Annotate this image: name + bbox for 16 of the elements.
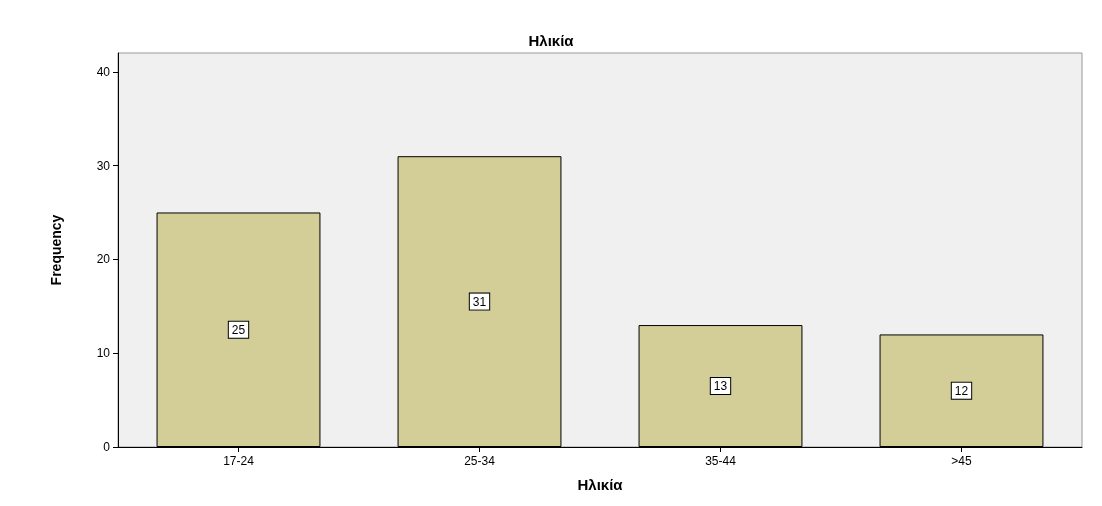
y-tick-label: 30 — [96, 158, 111, 173]
data-label: 12 — [954, 383, 969, 398]
x-tick-label: 25-34 — [464, 454, 496, 468]
x-tick-label: 35-44 — [705, 454, 737, 468]
data-label: 31 — [472, 294, 487, 309]
y-tick-label: 0 — [103, 440, 111, 454]
x-axis-title: Ηλικία — [577, 476, 624, 493]
y-tick-label: 10 — [96, 346, 111, 361]
chart-title: Ηλικία — [528, 32, 575, 49]
y-tick-label: 40 — [96, 64, 111, 79]
data-label: 25 — [231, 322, 246, 337]
y-tick-label: 20 — [96, 252, 111, 267]
y-axis-title: Frequency — [48, 214, 64, 286]
data-label: 13 — [713, 379, 728, 394]
x-tick-label: >45 — [951, 454, 972, 468]
x-tick-label: 17-24 — [223, 454, 255, 468]
